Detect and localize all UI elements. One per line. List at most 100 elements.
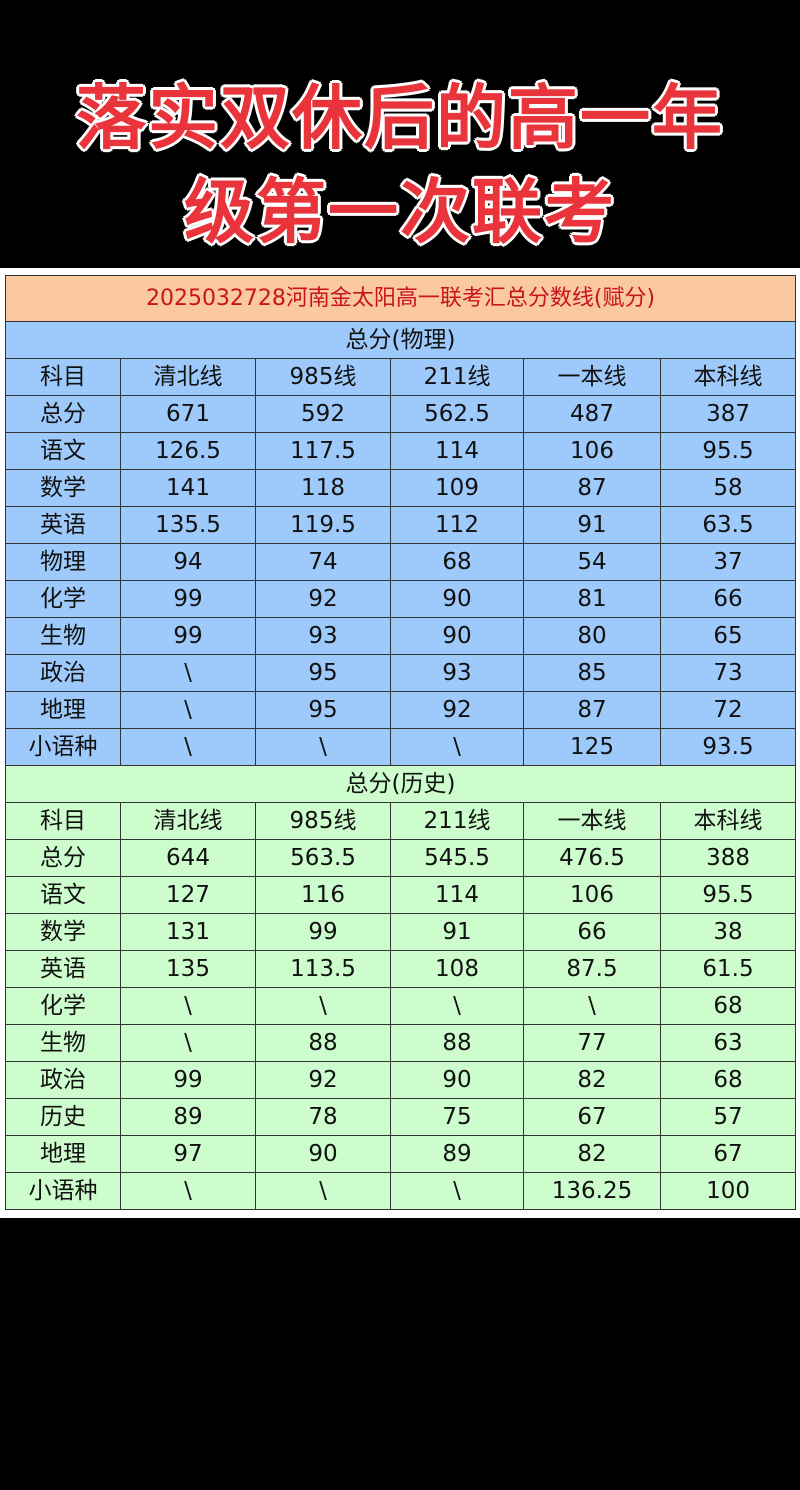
- score-cell: 125: [523, 728, 661, 766]
- score-table: 2025032728河南金太阳高一联考汇总分数线(赋分) 总分(物理) 科目 清北线…: [4, 275, 797, 1210]
- score-cell: 117.5: [255, 432, 391, 470]
- score-cell: 73: [659, 654, 797, 692]
- score-cell: 68: [390, 543, 524, 581]
- subject-cell: 化学: [5, 580, 121, 618]
- subject-cell: 小语种: [5, 1172, 121, 1210]
- score-cell: 78: [255, 1098, 391, 1136]
- column-header: 科目: [5, 802, 121, 840]
- table-row: 地理 97 90 89 82 67: [5, 1135, 797, 1173]
- column-header: 211线: [390, 358, 524, 396]
- score-cell: 82: [523, 1061, 661, 1099]
- table-row: 语文 126.5 117.5 114 106 95.5: [5, 432, 797, 470]
- table-row: 生物 \ 88 88 77 63: [5, 1024, 797, 1062]
- table-row: 英语 135 113.5 108 87.5 61.5: [5, 950, 797, 988]
- column-header: 本科线: [659, 802, 797, 840]
- column-header: 清北线: [120, 802, 256, 840]
- score-cell: 92: [255, 580, 391, 618]
- score-cell: 119.5: [255, 506, 391, 544]
- score-cell: 90: [390, 580, 524, 618]
- score-cell: 91: [390, 913, 524, 951]
- section-title: 总分(物理): [4, 321, 797, 359]
- score-cell: 135.5: [120, 506, 256, 544]
- score-cell: \: [120, 1024, 256, 1062]
- table-row: 化学 \ \ \ \ 68: [5, 987, 797, 1025]
- table-row: 政治 99 92 90 82 68: [5, 1061, 797, 1099]
- score-cell: 82: [523, 1135, 661, 1173]
- score-cell: 72: [659, 691, 797, 729]
- score-cell: 106: [523, 876, 661, 914]
- score-cell: 93: [390, 654, 524, 692]
- score-cell: \: [523, 987, 661, 1025]
- score-cell: 54: [523, 543, 661, 581]
- score-cell: 109: [390, 469, 524, 507]
- score-cell: 58: [659, 469, 797, 507]
- score-cell: 141: [120, 469, 256, 507]
- score-cell: 592: [255, 395, 391, 433]
- score-cell: 644: [120, 839, 256, 877]
- score-cell: 388: [659, 839, 797, 877]
- table-header: 2025032728河南金太阳高一联考汇总分数线(赋分): [4, 275, 797, 322]
- table-row: 总分 671 592 562.5 487 387: [5, 395, 797, 433]
- column-header: 985线: [255, 358, 391, 396]
- score-cell: 93.5: [659, 728, 797, 766]
- score-cell: 37: [659, 543, 797, 581]
- score-cell: 476.5: [523, 839, 661, 877]
- table-row: 语文 127 116 114 106 95.5: [5, 876, 797, 914]
- subject-cell: 地理: [5, 691, 121, 729]
- section-title-row: 总分(物理): [4, 321, 797, 359]
- score-cell: 99: [120, 1061, 256, 1099]
- table-row: 政治 \ 95 93 85 73: [5, 654, 797, 692]
- subject-cell: 总分: [5, 395, 121, 433]
- score-cell: 68: [659, 987, 797, 1025]
- score-cell: 65: [659, 617, 797, 655]
- subject-cell: 英语: [5, 506, 121, 544]
- score-cell: 95.5: [659, 432, 797, 470]
- score-cell: 95: [255, 691, 391, 729]
- score-cell: 106: [523, 432, 661, 470]
- column-header: 985线: [255, 802, 391, 840]
- score-cell: 74: [255, 543, 391, 581]
- score-cell: \: [120, 1172, 256, 1210]
- subject-cell: 小语种: [5, 728, 121, 766]
- score-cell: 63.5: [659, 506, 797, 544]
- table-row: 小语种 \ \ \ 125 93.5: [5, 728, 797, 766]
- table-row: 历史 89 78 75 67 57: [5, 1098, 797, 1136]
- table-row: 地理 \ 95 92 87 72: [5, 691, 797, 729]
- score-cell: 66: [523, 913, 661, 951]
- score-cell: 562.5: [390, 395, 524, 433]
- subject-cell: 化学: [5, 987, 121, 1025]
- score-cell: 118: [255, 469, 391, 507]
- score-cell: \: [120, 987, 256, 1025]
- table-header-row: 2025032728河南金太阳高一联考汇总分数线(赋分): [4, 275, 797, 322]
- score-cell: 66: [659, 580, 797, 618]
- subject-cell: 生物: [5, 1024, 121, 1062]
- score-cell: 67: [523, 1098, 661, 1136]
- score-cell: 99: [255, 913, 391, 951]
- column-header-row: 科目 清北线 985线 211线 一本线 本科线: [5, 802, 797, 840]
- score-cell: 135: [120, 950, 256, 988]
- score-cell: 87: [523, 469, 661, 507]
- score-cell: \: [120, 691, 256, 729]
- score-cell: \: [255, 987, 391, 1025]
- score-cell: \: [120, 728, 256, 766]
- score-cell: 94: [120, 543, 256, 581]
- title-line-1: 落实双休后的高一年: [76, 77, 724, 159]
- score-cell: 127: [120, 876, 256, 914]
- table-row: 小语种 \ \ \ 136.25 100: [5, 1172, 797, 1210]
- table-row: 数学 131 99 91 66 38: [5, 913, 797, 951]
- score-cell: \: [255, 1172, 391, 1210]
- subject-cell: 数学: [5, 469, 121, 507]
- score-cell: 91: [523, 506, 661, 544]
- score-cell: 80: [523, 617, 661, 655]
- score-cell: 126.5: [120, 432, 256, 470]
- score-sheet: 2025032728河南金太阳高一联考汇总分数线(赋分) 总分(物理) 科目 清北线…: [0, 268, 800, 1218]
- score-cell: 88: [255, 1024, 391, 1062]
- score-cell: 38: [659, 913, 797, 951]
- score-cell: 90: [390, 617, 524, 655]
- column-header: 211线: [390, 802, 524, 840]
- score-cell: 545.5: [390, 839, 524, 877]
- score-cell: 114: [390, 876, 524, 914]
- table-row: 化学 99 92 90 81 66: [5, 580, 797, 618]
- subject-cell: 总分: [5, 839, 121, 877]
- score-cell: 68: [659, 1061, 797, 1099]
